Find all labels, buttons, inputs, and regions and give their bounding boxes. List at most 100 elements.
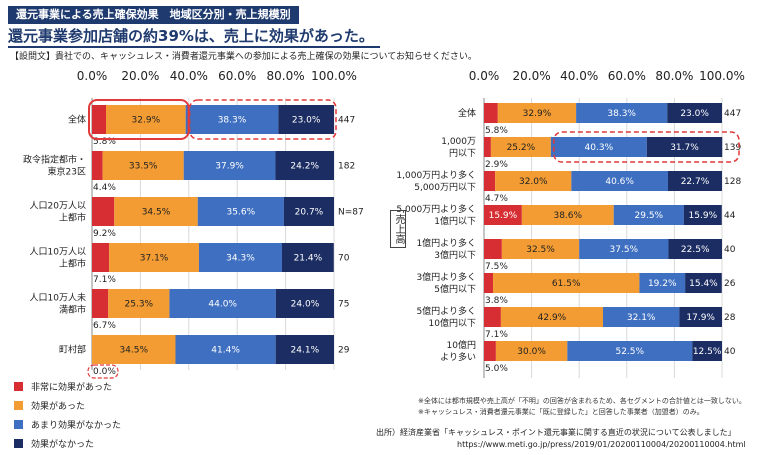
left-bar-segment-very-effective [92,243,110,272]
left-bar-segment-effective [92,335,176,364]
right-bar-segment-effective [500,307,603,327]
right-bar-segment-very-effective [484,103,498,123]
right-bar-segment-not-effective [667,171,722,191]
legend-label-not-effective: 効果がなかった [31,440,95,450]
right-category-label: 3億円より多く 5億円以下 [416,271,476,295]
right-bar-segment-not-very-effective [579,239,669,259]
right-category-label-line: 10億円以下 [429,317,476,329]
right-segment-label-not-effective: 23.0% [680,109,709,119]
left-bar-segment-not-very-effective [183,151,276,180]
left-category-label-line: 全体 [68,114,86,126]
left-bar-segment-not-effective [281,243,334,272]
right-category-label-line: 3億円より多く [416,271,476,283]
right-segment-label-not-very-effective: 37.5% [610,245,639,255]
source-text: 出所）経済産業省「キャッシュレス・ポイント還元事業に関する直近の状況について公表… [376,428,736,437]
right-segment-label-not-very-effective: 52.5% [615,347,644,357]
right-segment-label-effective: 32.5% [526,245,555,255]
left-bar-segment-effective [102,151,184,180]
left-category-label: 人口20万人以上都市 [30,201,86,224]
footnote-2: ※キャッシュレス・消費者還元事業に「既に登録した」と回答した事業者（加盟者）のみ… [418,408,704,416]
right-category-label-line: 5,000万円以下 [414,182,476,193]
right-sample-size-label: 128 [724,177,741,187]
left-segment-label-not-very-effective: 38.3% [218,116,247,126]
left-segment-label-not-effective: 23.0% [292,116,321,126]
right-bar-segment-not-very-effective [603,307,680,327]
left-category-label-line: 満都市 [59,304,86,316]
left-segment-label-very-effective: 7.1% [93,275,116,285]
left-bar-segment-effective [109,243,199,272]
right-not-effective-highlight-box [553,131,740,163]
right-bar-segment-very-effective [484,137,491,157]
right-bar-segment-not-very-effective [550,137,647,157]
left-bar-segment-effective [114,197,198,226]
left-category-label-line: 人口20万人以 [30,201,86,212]
left-sample-size-label: 29 [338,346,350,356]
right-bar-segment-very-effective [484,205,522,225]
left-category-label-line: 上都市 [59,212,86,224]
left-x-tick-label: 80.0% [267,69,305,83]
legend-item-very-effective: 非常に効果があった [14,377,121,396]
left-category-label: 人口10万人未満都市 [30,292,86,316]
right-segment-label-not-effective: 17.9% [686,313,715,323]
right-bar-segment-not-effective [668,239,722,259]
right-bar-segment-very-effective [484,239,502,259]
right-segment-label-effective: 38.6% [553,211,582,221]
right-bar-segment-very-effective [484,273,494,293]
chart-title: 還元事業参加店舗の約39%は、売上に効果があった。 [8,25,380,48]
left-segment-label-not-very-effective: 35.6% [227,208,256,218]
left-sample-size-label: 75 [338,300,349,310]
right-sample-size-label: 447 [724,109,741,119]
left-sample-size-label: 70 [338,254,350,264]
right-sample-size-label: 40 [724,245,736,255]
left-bar-segment-very-effective [92,105,107,134]
right-category-label: 10億円より多い [440,339,476,363]
left-bar-segment-very-effective [92,289,109,318]
right-segment-label-not-effective: 15.9% [689,211,718,221]
right-bar-segment-not-effective [692,341,722,361]
right-category-label-line: 円以下 [449,148,476,159]
legend-item-not-effective: 効果がなかった [14,434,121,453]
right-category-label-line: 3億円以下 [434,249,476,261]
left-x-tick-label: 0.0% [77,69,108,83]
not-effective-highlight-box [188,99,337,140]
left-category-label-line: 町村部 [59,344,86,356]
left-x-tick-label: 60.0% [218,69,256,83]
right-category-label-line: 1億円より多く [416,237,476,249]
left-segment-label-effective: 34.5% [119,346,148,356]
right-segment-label-effective: 30.0% [517,347,546,357]
left-bar-segment-not-very-effective [198,243,282,272]
right-bar-segment-not-effective [667,103,722,123]
left-category-label-line: 東京23区 [48,166,86,178]
right-segment-label-not-effective: 12.5% [693,347,722,357]
right-segment-label-very-effective: 7.5% [485,262,508,272]
right-segment-label-not-effective: 15.4% [689,279,718,289]
left-sample-size-label: 447 [338,116,355,126]
right-segment-label-not-very-effective: 38.3% [607,109,636,119]
legend-item-effective: 効果があった [14,396,121,415]
left-x-tick-label: 20.0% [121,69,159,83]
left-x-tick-label: 100.0% [311,69,357,83]
right-segment-label-effective: 42.9% [538,313,567,323]
right-bar-segment-not-effective [685,273,722,293]
right-bar-segment-not-very-effective [639,273,686,293]
left-segment-label-effective: 37.1% [140,254,169,264]
left-segment-label-effective: 34.5% [142,208,171,218]
left-bar-segment-effective [106,105,186,134]
left-segment-label-very-effective: 4.4% [93,183,116,193]
left-category-label: 政令指定都市・東京23区 [23,154,86,178]
right-bar-segment-not-effective [646,137,723,157]
zero-value-highlight-box [87,364,119,379]
right-x-tick-label: 40.0% [560,69,598,83]
left-segment-label-very-effective: 9.2% [93,229,116,239]
source-url: https://www.meti.go.jp/press/2019/01/202… [457,440,746,449]
right-bar-segment-not-very-effective [613,205,684,225]
right-segment-label-very-effective: 7.1% [485,330,508,340]
right-category-label-line: 5億円より多く [416,305,476,317]
right-segment-label-very-effective: 5.0% [485,364,508,374]
right-sample-size-label: 26 [724,279,736,289]
right-segment-label-not-effective: 31.7% [670,143,699,153]
right-category-label: 1,000万円より多く 5,000万円以下 [396,169,476,193]
left-segment-label-effective: 25.3% [125,300,154,310]
left-segment-label-not-very-effective: 34.3% [226,254,255,264]
left-segment-label-not-very-effective: 37.9% [215,162,244,172]
